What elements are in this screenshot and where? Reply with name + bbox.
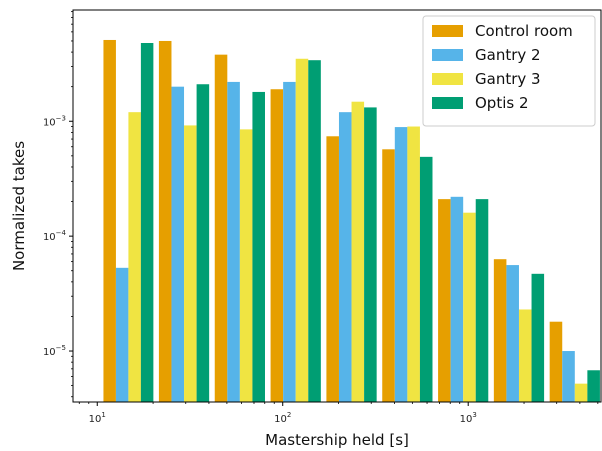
plot-frame [72, 9, 602, 403]
bar-gantry-3-bin-3 [239, 129, 253, 402]
bar-control-room-bin-3 [214, 54, 228, 403]
bar-gantry-2-bin-5 [338, 112, 352, 403]
bar-control-room-bin-9 [549, 321, 563, 402]
legend-label-control-room: Control room [475, 22, 573, 40]
ticks-layer: 101 102 103 10−5 10−4 10−3 [43, 11, 599, 425]
bar-gantry-3-bin-2 [184, 125, 197, 403]
bar-gantry-3-bin-1 [128, 112, 141, 403]
legend-label-optis-2: Optis 2 [475, 94, 529, 112]
y-tick-label: 10−5 [43, 344, 66, 358]
bar-gantry-2-bin-2 [171, 86, 185, 403]
bars-layer [103, 39, 600, 403]
legend: Control room Gantry 2 Gantry 3 Optis 2 [422, 15, 596, 127]
legend-label-gantry-3: Gantry 3 [475, 70, 541, 88]
x-tick-label: 103 [460, 411, 477, 425]
bar-optis-2-bin-2 [196, 84, 210, 403]
bar-optis-2-bin-6 [419, 156, 433, 402]
legend-box [422, 15, 596, 127]
legend-swatch-gantry-2 [432, 49, 463, 61]
x-axis-label: Mastership held [s] [265, 431, 409, 449]
bar-gantry-3-bin-8 [518, 309, 532, 402]
bar-optis-2-bin-8 [531, 273, 545, 402]
legend-swatch-gantry-3 [432, 73, 463, 85]
bar-gantry-2-bin-1 [115, 267, 129, 402]
bar-control-room-bin-4 [270, 89, 284, 403]
bar-gantry-2-bin-3 [227, 81, 240, 403]
bar-gantry-3-bin-6 [407, 126, 420, 403]
bar-gantry-3-bin-4 [295, 58, 309, 402]
bar-optis-2-bin-9 [587, 370, 600, 402]
bar-control-room-bin-1 [103, 39, 116, 402]
bar-control-room-bin-2 [158, 40, 172, 403]
bar-optis-2-bin-1 [140, 43, 154, 402]
bar-gantry-2-bin-7 [450, 196, 464, 402]
bar-control-room-bin-7 [438, 199, 451, 402]
bar-control-room-bin-6 [382, 149, 395, 402]
legend-label-gantry-2: Gantry 2 [475, 46, 541, 64]
bar-optis-2-bin-3 [252, 91, 265, 402]
bar-optis-2-bin-4 [308, 60, 321, 402]
bar-gantry-3-bin-5 [351, 101, 365, 402]
bar-gantry-2-bin-8 [506, 265, 519, 402]
bar-gantry-3-bin-9 [574, 383, 588, 402]
bar-optis-2-bin-7 [475, 199, 489, 402]
bar-gantry-3-bin-7 [463, 212, 476, 402]
bar-gantry-2-bin-9 [562, 351, 575, 402]
legend-swatch-optis-2 [432, 97, 463, 109]
y-axis-label: Normalized takes [10, 141, 28, 271]
x-tick-label: 101 [89, 411, 106, 425]
bar-control-room-bin-8 [493, 259, 507, 402]
y-tick-label: 10−4 [43, 229, 67, 243]
bar-optis-2-bin-5 [364, 107, 377, 402]
bar-control-room-bin-5 [326, 136, 339, 402]
x-tick-label: 102 [274, 411, 291, 425]
y-tick-label: 10−3 [43, 114, 66, 128]
bar-gantry-2-bin-6 [394, 127, 408, 402]
legend-swatch-control-room [432, 25, 463, 37]
bar-gantry-2-bin-4 [283, 81, 296, 403]
